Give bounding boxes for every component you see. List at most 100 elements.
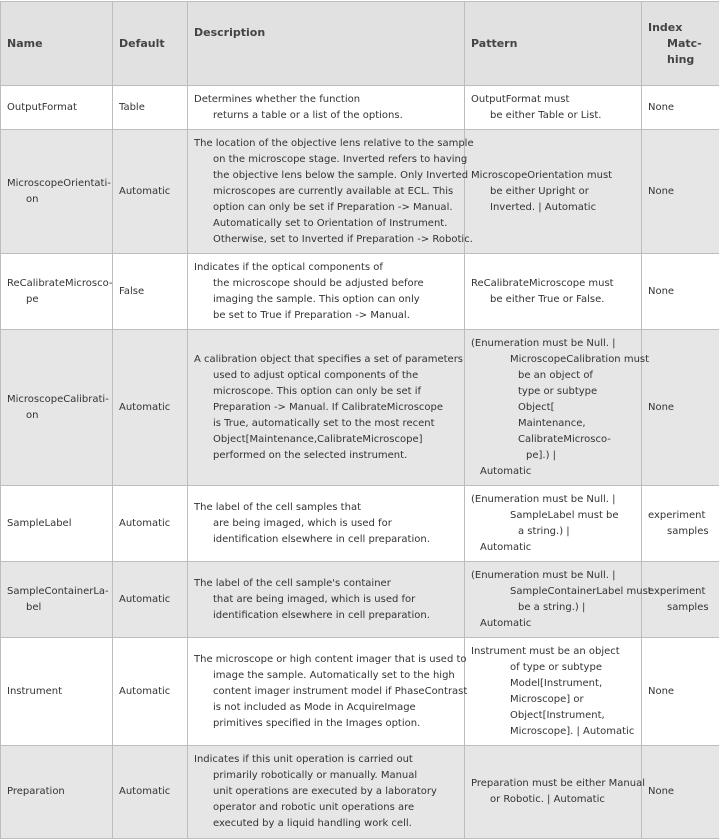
name-cell: SampleContainerLa-bel bbox=[1, 562, 113, 638]
default-cell: Automatic bbox=[113, 486, 188, 562]
name-cell: MicroscopeCalibrati-on bbox=[1, 330, 113, 486]
header-row: Name Default Description Pattern Index M… bbox=[1, 2, 719, 86]
description-line: be set to True if Preparation -> Manual. bbox=[194, 308, 458, 324]
name-cell: OutputFormat bbox=[1, 86, 113, 130]
name-cell: MicroscopeOrientati-on bbox=[1, 130, 113, 254]
description-cell: The microscope or high content imager th… bbox=[188, 638, 465, 746]
description-line: executed by a liquid handling work cell. bbox=[194, 816, 458, 832]
description-line: the microscope should be adjusted before bbox=[194, 276, 458, 292]
default-cell: Table bbox=[113, 86, 188, 130]
name-line: SampleLabel bbox=[7, 516, 106, 532]
pattern-line: SampleLabel must be bbox=[471, 508, 635, 524]
description-cell: Indicates if this unit operation is carr… bbox=[188, 746, 465, 839]
index-cell: None bbox=[642, 746, 719, 839]
name-line: OutputFormat bbox=[7, 100, 106, 116]
description-line: unit operations are executed by a labora… bbox=[194, 784, 458, 800]
pattern-line: OutputFormat must bbox=[471, 92, 635, 108]
description-line: the objective lens below the sample. Onl… bbox=[194, 168, 458, 184]
name-cell: Instrument bbox=[1, 638, 113, 746]
description-line: option can only be set if Preparation ->… bbox=[194, 200, 458, 216]
pattern-cell: (Enumeration must be Null. |MicroscopeCa… bbox=[465, 330, 642, 486]
description-line: identification elsewhere in cell prepara… bbox=[194, 608, 458, 624]
header-index-line: Index bbox=[648, 20, 713, 36]
pattern-line: CalibrateMicrosco- bbox=[471, 432, 635, 448]
index-line: None bbox=[648, 400, 713, 416]
description-line: Indicates if the optical components of bbox=[194, 260, 458, 276]
description-line: performed on the selected instrument. bbox=[194, 448, 458, 464]
description-line: is True, automatically set to the most r… bbox=[194, 416, 458, 432]
pattern-line: Automatic bbox=[471, 616, 635, 632]
pattern-line: MicroscopeCalibration must bbox=[471, 352, 635, 368]
default-cell: Automatic bbox=[113, 330, 188, 486]
header-name: Name bbox=[1, 2, 113, 86]
pattern-line: Model[Instrument, bbox=[471, 676, 635, 692]
name-line: on bbox=[7, 192, 106, 208]
index-cell: None bbox=[642, 638, 719, 746]
pattern-line: or Robotic. | Automatic bbox=[471, 792, 635, 808]
pattern-line: pe].) | bbox=[471, 448, 635, 464]
pattern-line: Automatic bbox=[471, 540, 635, 556]
default-cell: Automatic bbox=[113, 562, 188, 638]
pattern-line: Instrument must be an object bbox=[471, 644, 635, 660]
pattern-line: Object[Instrument, bbox=[471, 708, 635, 724]
pattern-line: Maintenance, bbox=[471, 416, 635, 432]
description-cell: The location of the objective lens relat… bbox=[188, 130, 465, 254]
name-line: pe bbox=[7, 292, 106, 308]
index-cell: None bbox=[642, 330, 719, 486]
description-line: Otherwise, set to Inverted if Preparatio… bbox=[194, 232, 458, 248]
index-line: None bbox=[648, 184, 713, 200]
default-cell: Automatic bbox=[113, 130, 188, 254]
description-line: microscopes are currently available at E… bbox=[194, 184, 458, 200]
description-line: identification elsewhere in cell prepara… bbox=[194, 532, 458, 548]
description-cell: The label of the cell sample's container… bbox=[188, 562, 465, 638]
header-index-line: Matc- bbox=[648, 36, 713, 52]
pattern-line: Automatic bbox=[471, 464, 635, 480]
description-line: that are being imaged, which is used for bbox=[194, 592, 458, 608]
header-description: Description bbox=[188, 2, 465, 86]
name-line: Instrument bbox=[7, 684, 106, 700]
index-line: None bbox=[648, 684, 713, 700]
pattern-cell: (Enumeration must be Null. |SampleLabel … bbox=[465, 486, 642, 562]
description-cell: A calibration object that specifies a se… bbox=[188, 330, 465, 486]
index-line: experiment bbox=[648, 508, 713, 524]
pattern-line: Microscope]. | Automatic bbox=[471, 724, 635, 740]
pattern-line: a string.) | bbox=[471, 524, 635, 540]
description-line: The label of the cell samples that bbox=[194, 500, 458, 516]
name-line: ReCalibrateMicrosco- bbox=[7, 276, 106, 292]
description-line: content imager instrument model if Phase… bbox=[194, 684, 458, 700]
pattern-line: (Enumeration must be Null. | bbox=[471, 492, 635, 508]
pattern-line: SampleContainerLabel must bbox=[471, 584, 635, 600]
description-line: primarily robotically or manually. Manua… bbox=[194, 768, 458, 784]
pattern-cell: (Enumeration must be Null. |SampleContai… bbox=[465, 562, 642, 638]
description-line: microscope. This option can only be set … bbox=[194, 384, 458, 400]
name-line: MicroscopeCalibrati- bbox=[7, 392, 106, 408]
pattern-line: be either Upright or bbox=[471, 184, 635, 200]
pattern-line: MicroscopeOrientation must bbox=[471, 168, 635, 184]
pattern-line: be either True or False. bbox=[471, 292, 635, 308]
description-line: The label of the cell sample's container bbox=[194, 576, 458, 592]
pattern-line: Inverted. | Automatic bbox=[471, 200, 635, 216]
description-line: image the sample. Automatically set to t… bbox=[194, 668, 458, 684]
index-line: samples bbox=[648, 524, 713, 540]
description-line: Automatically set to Orientation of Inst… bbox=[194, 216, 458, 232]
header-index-matching: Index Matc- hing bbox=[642, 2, 719, 86]
description-line: returns a table or a list of the options… bbox=[194, 108, 458, 124]
description-line: Indicates if this unit operation is carr… bbox=[194, 752, 458, 768]
pattern-line: type or subtype bbox=[471, 384, 635, 400]
description-line: imaging the sample. This option can only bbox=[194, 292, 458, 308]
name-line: SampleContainerLa- bbox=[7, 584, 106, 600]
name-cell: Preparation bbox=[1, 746, 113, 839]
pattern-line: Microscope] or bbox=[471, 692, 635, 708]
pattern-line: be an object of bbox=[471, 368, 635, 384]
name-line: MicroscopeOrientati- bbox=[7, 176, 106, 192]
pattern-line: Object[ bbox=[471, 400, 635, 416]
description-line: primitives specified in the Images optio… bbox=[194, 716, 458, 732]
header-default: Default bbox=[113, 2, 188, 86]
